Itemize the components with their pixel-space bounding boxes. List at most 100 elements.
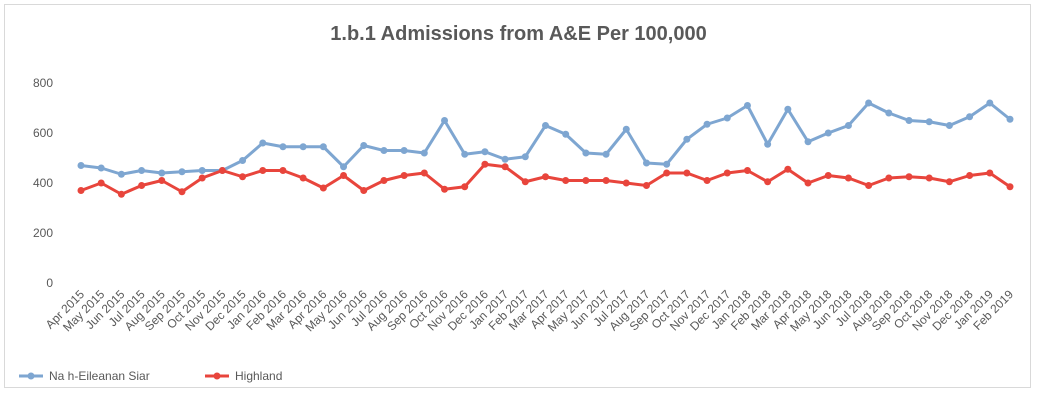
data-point [844, 122, 852, 129]
data-point [703, 177, 711, 184]
data-point [198, 174, 206, 182]
data-point [521, 153, 529, 161]
data-point [764, 140, 772, 148]
data-point [299, 174, 307, 182]
data-point [360, 142, 368, 149]
data-point [97, 164, 105, 172]
data-point [138, 182, 146, 189]
data-point [299, 143, 307, 151]
chart-frame: 1.b.1 Admissions from A&E Per 100,000 0 2… [4, 4, 1031, 388]
data-point [764, 178, 772, 186]
data-point [945, 122, 953, 129]
data-point [501, 155, 509, 163]
chart-title: 1.b.1 Admissions from A&E Per 100,000 [330, 23, 707, 45]
data-point [441, 185, 449, 193]
data-point [198, 167, 206, 174]
data-point [117, 170, 125, 178]
data-point [501, 163, 509, 171]
data-point [1006, 183, 1014, 191]
data-point [723, 114, 731, 122]
y-tick-label: 800 [33, 76, 53, 90]
data-point [824, 129, 832, 137]
data-point [340, 172, 348, 179]
data-point [319, 143, 327, 151]
y-tick-label: 200 [33, 226, 53, 240]
data-point [824, 172, 832, 179]
data-point [521, 178, 529, 186]
data-point [340, 163, 348, 171]
data-point [400, 172, 408, 179]
data-point [380, 177, 388, 184]
data-point [642, 159, 650, 167]
data-point [986, 169, 994, 177]
data-point [461, 150, 469, 158]
data-point [683, 135, 691, 143]
data-point [279, 143, 287, 151]
y-tick-label: 600 [33, 126, 53, 140]
data-point [481, 160, 489, 168]
data-point [582, 149, 590, 157]
data-point [966, 113, 974, 121]
data-point [158, 177, 166, 184]
data-point [622, 179, 630, 187]
data-point [542, 173, 549, 181]
data-point [602, 177, 610, 184]
data-point [138, 167, 146, 174]
legend-marker-2 [213, 372, 221, 380]
data-point [562, 130, 570, 138]
data-point [319, 184, 327, 192]
series-line-1 [80, 101, 1011, 176]
data-point [360, 187, 368, 194]
data-point [925, 118, 933, 126]
legend-label-1: Na h-Eileanan Siar [49, 369, 150, 383]
data-point [966, 172, 974, 179]
data-point [178, 168, 186, 176]
y-tick-label: 0 [46, 276, 53, 290]
data-point [481, 148, 489, 156]
data-point [239, 173, 247, 181]
data-point [663, 160, 671, 168]
data-point [562, 177, 570, 184]
data-point [865, 99, 873, 107]
data-point [380, 147, 388, 154]
data-point [743, 102, 751, 109]
data-point [784, 165, 792, 173]
data-point [865, 182, 873, 189]
data-point [239, 157, 247, 164]
data-point [925, 174, 933, 182]
data-point [885, 109, 893, 117]
data-point [279, 167, 287, 174]
data-point [420, 169, 428, 177]
data-point [703, 120, 711, 128]
data-point [218, 167, 226, 174]
data-point [420, 149, 428, 157]
data-point [804, 179, 812, 187]
legend-marker-1 [27, 372, 35, 380]
data-point [683, 169, 691, 177]
data-point [77, 162, 85, 169]
data-point [945, 178, 953, 186]
data-point [844, 174, 852, 182]
data-point [441, 117, 449, 124]
y-tick-label: 400 [33, 176, 53, 190]
data-point [743, 167, 751, 174]
data-point [905, 117, 913, 124]
data-point [642, 182, 650, 189]
data-point [400, 147, 408, 154]
legend-label-2: Highland [235, 369, 282, 383]
data-point [77, 187, 85, 194]
data-point [885, 174, 893, 182]
data-point [582, 177, 590, 184]
data-point [663, 169, 671, 177]
data-point [259, 139, 267, 147]
data-point [97, 179, 105, 187]
data-point [804, 138, 812, 146]
data-point [1006, 115, 1014, 123]
data-point [602, 150, 610, 158]
data-point [178, 188, 186, 196]
data-point [986, 99, 994, 107]
data-point [723, 169, 731, 177]
data-point [542, 122, 549, 129]
data-point [259, 167, 267, 174]
